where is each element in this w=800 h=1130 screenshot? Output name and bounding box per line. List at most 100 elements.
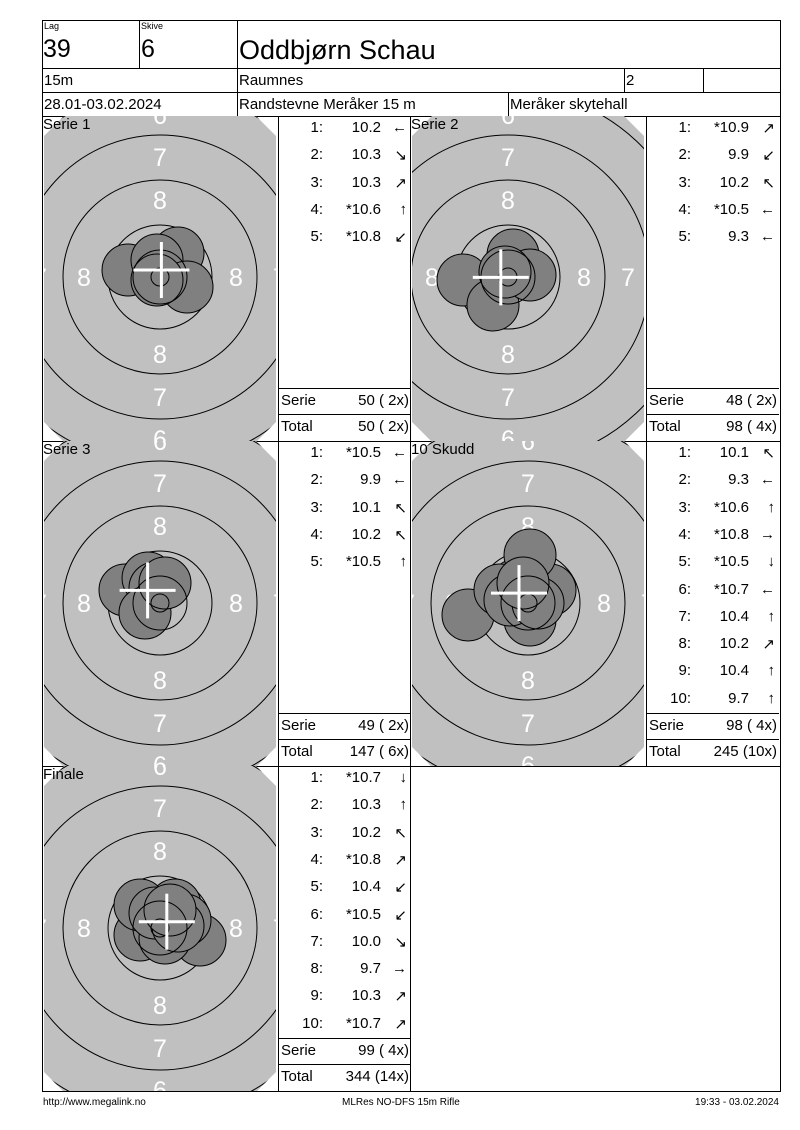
panel-title: 10 Skudd (411, 441, 475, 458)
shot-score: *10.8 (713, 525, 749, 543)
shot-list: 1: 10.2 ← 2: 10.3 ↘ 3: 10.3 ↗ 4: *10.6 ↑ 5: *10.8 ↙ Ser… (278, 116, 411, 442)
shot-score: *10.5 (713, 200, 749, 218)
shot-score: *10.6 (345, 200, 381, 218)
shot-hole (496, 556, 550, 610)
class: 2 (626, 72, 635, 89)
target-ring (412, 460, 644, 746)
shot-row: 6: *10.7 ← (647, 581, 779, 601)
shot-number: 5: (678, 228, 691, 246)
serie-label: Serie (281, 392, 317, 409)
shot-number: 1: (678, 119, 691, 136)
arrow-left-icon: ← (392, 471, 407, 489)
target-image: 8888777766 (412, 441, 646, 767)
shot-score: *10.5 (345, 444, 381, 461)
target-image: 8888777766 (44, 766, 276, 1092)
shot-number: 2: (678, 471, 691, 489)
shot-number: 1: (310, 769, 323, 786)
ring-number: 6 (521, 752, 535, 767)
shot-number: 3: (678, 173, 691, 191)
shot-score: *10.8 (345, 228, 381, 246)
shot-number: 2: (678, 146, 691, 164)
shooter-name: Oddbjørn Schau (239, 35, 436, 65)
arrow-up-icon: ↑ (767, 607, 776, 625)
target-ring (412, 134, 644, 420)
panel-serie-3: 8888777766Serie 31:*10.5←2:9.9←3:10.1↖4:… (42, 441, 411, 767)
shot-number: 4: (678, 200, 691, 218)
shot-row: 2: 9.9 ↙ (647, 146, 779, 166)
total-value: 245 (10x) (713, 743, 777, 760)
arrow-up-right-icon: ↗ (394, 1015, 407, 1033)
shot-row: 7: 10.4 ↑ (647, 608, 779, 628)
shot-number: 2: (310, 796, 323, 814)
shot-hole (130, 253, 184, 307)
serie-value: 49 ( 2x) (358, 717, 409, 734)
shot-row: 4: *10.8 ↗ (279, 851, 411, 871)
target-ring (44, 134, 276, 420)
ring-number: 6 (501, 426, 515, 442)
shot-row: 5: *10.8 ↙ (279, 228, 411, 248)
ring-number: 8 (425, 264, 439, 292)
serie-sum-row: Serie 99 ( 4x) (279, 1038, 411, 1065)
shot-row: 2: 10.3 ↘ (279, 146, 411, 166)
footer-url[interactable]: http://www.megalink.no (43, 1097, 146, 1108)
shot-number: 2: (310, 146, 323, 164)
divider (42, 92, 781, 93)
arrow-up-left-icon: ↖ (394, 499, 407, 517)
ring-number: 7 (501, 384, 515, 412)
shot-number: 1: (310, 119, 323, 136)
panel-serie-2: 8888777766Serie 21:*10.9↗2:9.9↙3:10.2↖4:… (410, 116, 779, 442)
ring-number: 7 (42, 264, 47, 292)
shot-number: 2: (310, 471, 323, 489)
shot-number: 3: (678, 498, 691, 516)
shot-number: 6: (678, 580, 691, 598)
shot-score: 10.3 (351, 173, 381, 191)
shot-list: 1: *10.9 ↗ 2: 9.9 ↙ 3: 10.2 ↖ 4: *10.5 ← 5: 9.3 ← Serie… (646, 116, 779, 442)
shot-score: 10.3 (351, 987, 381, 1005)
arrow-up-left-icon: ↖ (762, 174, 775, 192)
serie-label: Serie (649, 717, 685, 734)
shot-row: 3: 10.2 ↖ (647, 174, 779, 194)
target-ring (62, 830, 258, 1026)
shot-row: 4: 10.2 ↖ (279, 526, 411, 546)
serie-value: 98 ( 4x) (726, 717, 777, 734)
total-value: 344 (14x) (345, 1068, 409, 1085)
panel-serie-1: 8 8 8 8 7 7 7 7 6 6 Serie 1 1: 10.2 ← 2: 10.3 ↘ 3: 10.3 ↗ 4:… (42, 116, 411, 442)
ring-number: 8 (501, 341, 515, 369)
ring-number: 8 (229, 915, 243, 943)
arrow-up-right-icon: ↗ (762, 636, 775, 654)
shot-number: 4: (310, 525, 323, 543)
arrow-down-right-icon: ↘ (394, 933, 407, 951)
total-row: Total 50 ( 2x) (279, 414, 411, 441)
total-row: Total 245 (10x) (647, 739, 779, 766)
arrow-left-icon: ← (760, 471, 775, 489)
ring-number: 6 (153, 116, 167, 130)
date: 28.01-03.02.2024 (44, 96, 162, 113)
serie-label: Serie (649, 392, 685, 409)
panel-title: Serie 1 (43, 116, 91, 133)
divider (42, 68, 781, 69)
target-image: 8888777766 (42, 116, 276, 442)
shot-score: 10.4 (719, 662, 749, 680)
shot-score: 9.7 (728, 689, 749, 707)
skive-value: 6 (141, 35, 155, 63)
shot-hole (478, 245, 532, 299)
ring-number: 8 (577, 264, 591, 292)
arrow-up-icon: ↑ (399, 553, 408, 571)
ring-number: 7 (153, 710, 167, 738)
ring-number: 8 (153, 341, 167, 369)
target-ring (132, 900, 188, 956)
divider (703, 68, 704, 92)
ring-number: 7 (641, 590, 646, 618)
serie-label: Serie (281, 717, 317, 734)
skive-label: Skive (141, 21, 164, 31)
shot-row: 1: *10.7 ↓ (279, 769, 411, 789)
shot-number: 9: (678, 662, 691, 680)
arrow-down-left-icon: ↙ (394, 879, 407, 897)
shot-number: 8: (678, 635, 691, 653)
ring-number: 8 (597, 590, 611, 618)
shot-row: 1: 10.2 ← (279, 119, 411, 139)
shot-row: 5: 10.4 ↙ (279, 878, 411, 898)
mean-point-cross (491, 565, 547, 622)
ring-number: 7 (501, 144, 515, 172)
shot-row: 4: *10.6 ↑ (279, 201, 411, 221)
